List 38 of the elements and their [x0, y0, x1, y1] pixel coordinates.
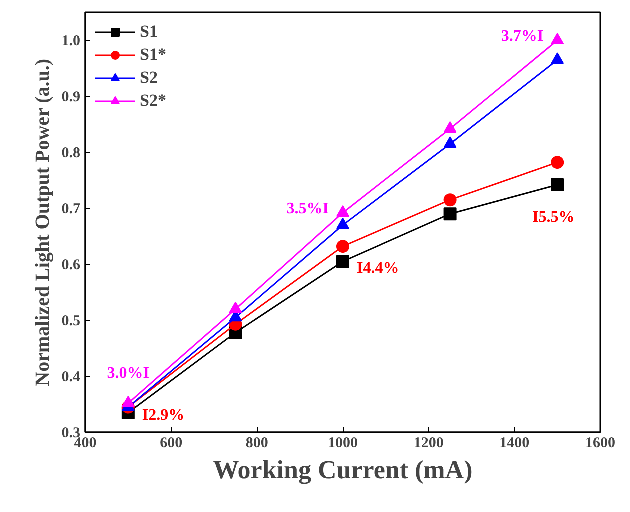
point: [551, 52, 564, 64]
x-tick-label: 1400: [500, 436, 530, 452]
y-tick-label: 0.6: [62, 258, 81, 274]
point: [444, 136, 457, 148]
x-tick-label: 1000: [328, 436, 358, 452]
point: [336, 255, 350, 268]
legend-label: S1: [140, 22, 159, 42]
x-tick-label: 800: [246, 436, 268, 452]
point: [551, 33, 564, 44]
point: [444, 208, 457, 221]
annotation: I4.4%: [357, 260, 400, 278]
annotation: I5.5%: [532, 209, 575, 226]
y-tick-label: 0.5: [62, 314, 80, 330]
point: [229, 302, 242, 314]
x-tick-label: 1200: [414, 436, 444, 452]
y-tick-label: 0.7: [62, 202, 81, 218]
annotation: 3.5%I: [286, 200, 330, 218]
legend-label: S1*: [140, 45, 166, 65]
point: [336, 206, 350, 217]
x-tick-label: 1600: [586, 436, 616, 452]
x-tick-label: 600: [160, 436, 183, 452]
point: [336, 218, 350, 230]
x-axis-title: Working Current (mA): [213, 456, 473, 484]
legend-label: S2: [140, 68, 159, 88]
y-tick-label: 0.9: [62, 90, 80, 106]
point: [336, 240, 350, 254]
point: [551, 156, 564, 170]
annotation: 3.0%I: [107, 364, 150, 382]
annotation: 3.7%I: [501, 28, 544, 45]
y-axis-title: Normalized Light Output Power (a.u.): [32, 58, 54, 386]
annotation: I2.9%: [142, 406, 185, 424]
legend-label: S2*: [140, 91, 166, 111]
y-tick-label: 0.8: [62, 146, 80, 162]
point: [551, 178, 564, 192]
point: [444, 122, 457, 133]
point: [444, 194, 457, 207]
y-tick-label: 1.0: [62, 34, 80, 50]
y-tick-label: 0.4: [62, 370, 81, 386]
